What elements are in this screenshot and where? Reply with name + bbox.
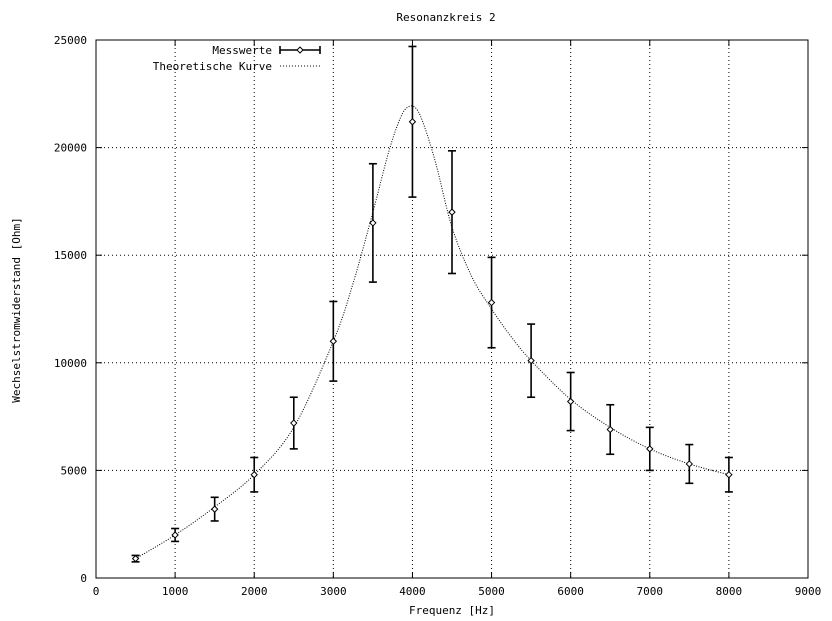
data-marker <box>725 470 733 479</box>
measurement-point <box>131 554 140 563</box>
legend-sample-marker <box>296 46 304 54</box>
measurement-point <box>724 456 733 493</box>
data-marker <box>566 397 575 406</box>
measurement-point <box>606 403 615 456</box>
data-marker <box>290 419 298 427</box>
x-tick-label: 7000 <box>637 585 664 598</box>
measurement-point <box>487 256 496 349</box>
data-marker <box>408 118 417 126</box>
data-marker <box>171 531 179 539</box>
measurement-point <box>329 300 338 382</box>
data-marker <box>131 554 140 563</box>
theory-curve-group <box>135 105 730 560</box>
data-marker <box>527 356 535 365</box>
y-axis-label: Wechselstromwiderstand [Ohm] <box>10 217 23 402</box>
x-tick-label: 3000 <box>320 585 347 598</box>
x-tick-label: 2000 <box>241 585 268 598</box>
data-marker <box>685 460 694 468</box>
data-marker <box>329 337 338 345</box>
axes: 0 1000 2000 3000 4000 5000 6000 7000 8000 9000 0 50… <box>54 34 821 598</box>
x-tick-label: 1000 <box>162 585 189 598</box>
x-tick-label: 0 <box>93 585 100 598</box>
measurement-point <box>368 162 377 283</box>
y-tick-label: 25000 <box>54 34 87 47</box>
measurement-point <box>645 426 654 472</box>
y-tick-label: 10000 <box>54 357 87 370</box>
x-tick-label: 5000 <box>478 585 505 598</box>
data-marker <box>487 298 496 307</box>
legend-label-measurements: Messwerte <box>212 44 272 57</box>
measurement-point <box>566 371 575 432</box>
y-tick-label: 0 <box>80 572 87 585</box>
measurement-point <box>527 323 536 399</box>
measurement-group <box>131 45 733 563</box>
measurement-point <box>448 150 456 275</box>
y-tick-label: 20000 <box>54 142 87 155</box>
data-marker <box>210 505 219 513</box>
y-tick-label: 5000 <box>61 464 88 477</box>
legend-sample-measurements <box>279 46 321 54</box>
x-tick-label: 4000 <box>399 585 426 598</box>
data-marker <box>448 208 456 216</box>
x-tick-label: 6000 <box>557 585 584 598</box>
measurement-point <box>685 443 694 485</box>
legend-label-theory: Theoretische Kurve <box>153 60 272 73</box>
measurement-point <box>289 396 298 450</box>
measurement-point <box>171 527 180 543</box>
data-marker <box>250 470 258 479</box>
legend: Messwerte Theoretische Kurve <box>153 44 321 73</box>
x-axis-label: Frequenz [Hz] <box>409 604 495 617</box>
x-tick-label: 9000 <box>795 585 822 598</box>
data-marker <box>606 425 614 434</box>
theory-curve <box>135 105 730 560</box>
chart-title: Resonanzkreis 2 <box>396 11 495 24</box>
plot-frame <box>95 39 809 579</box>
grid-lines <box>96 40 808 578</box>
data-marker <box>369 219 377 227</box>
measurement-point <box>408 45 417 198</box>
data-marker <box>646 445 654 453</box>
measurement-point <box>210 496 219 522</box>
measurement-point <box>250 456 259 493</box>
y-tick-label: 15000 <box>54 249 87 262</box>
x-tick-label: 8000 <box>716 585 743 598</box>
